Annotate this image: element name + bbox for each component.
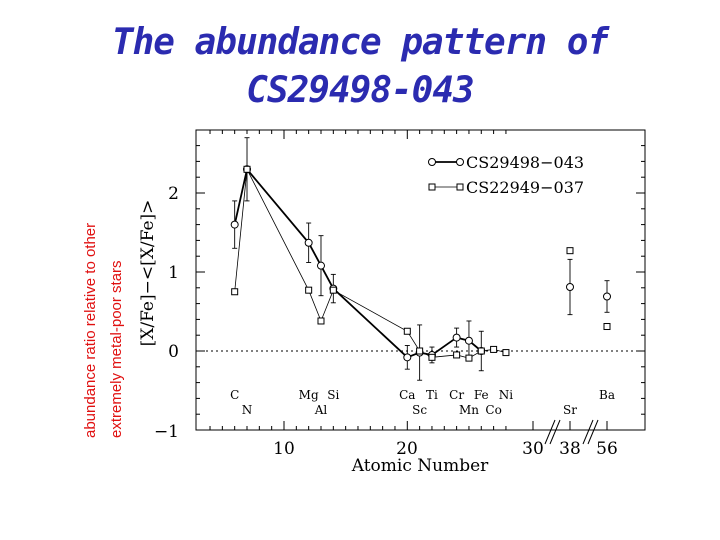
legend-marker-series-1 <box>428 158 436 166</box>
element-labels: C Mg Si Ca Ti Cr Fe Ni Ba N Al Sc Mn Co Sr <box>230 388 615 417</box>
data-point-circle <box>304 238 313 247</box>
axis-break-slash <box>544 419 556 445</box>
x-tick-label: 20 <box>396 439 418 459</box>
x-axis-break-marks <box>544 419 599 445</box>
data-point-square <box>490 345 498 353</box>
legend-label-series-2: CS22949−037 <box>466 178 584 197</box>
data-point-square <box>243 165 251 173</box>
element-label: Ni <box>499 388 514 402</box>
legend-marker-series-1b <box>456 158 464 166</box>
data-point-square <box>403 327 411 335</box>
data-point-square <box>465 354 473 362</box>
legend: CS29498−043 CS22949−037 <box>428 153 584 197</box>
element-label: Cr <box>449 388 464 402</box>
x-tick-label: 30 <box>522 439 544 459</box>
x-axis-label: Atomic Number <box>351 456 489 476</box>
page-title-line-1: The abundance pattern of <box>111 22 609 63</box>
data-point-square <box>428 353 436 361</box>
y-tick-label: 0 <box>168 342 179 362</box>
element-label: Ba <box>599 388 615 402</box>
data-point-square <box>566 247 574 255</box>
legend-marker-series-2b <box>456 183 464 191</box>
data-point-circle <box>452 333 461 342</box>
y-tick-label: −1 <box>154 422 179 442</box>
data-point-square <box>416 347 424 355</box>
element-label: Co <box>485 403 501 417</box>
element-label: Ti <box>426 388 438 402</box>
data-point-square <box>603 323 611 331</box>
x-tick-label: 10 <box>273 439 295 459</box>
data-point-square <box>477 347 485 355</box>
axis-break-slash <box>549 419 561 445</box>
data-point-square <box>305 286 313 294</box>
data-series <box>230 137 611 381</box>
y-tick-label: 2 <box>168 184 179 204</box>
page-title-line-2: CS29498-043 <box>246 70 474 111</box>
axis-break-slash <box>582 419 594 445</box>
element-label: Si <box>327 388 339 402</box>
series-line-2 <box>234 167 507 359</box>
data-point-circle <box>316 261 325 270</box>
element-label: C <box>230 388 239 402</box>
y-tick-label: 1 <box>168 263 179 283</box>
x-tick-label: 38 <box>559 439 581 459</box>
plot-frame <box>195 129 646 431</box>
data-point-circle <box>403 353 412 362</box>
data-point-circle <box>464 336 473 345</box>
data-point-square <box>231 288 239 296</box>
element-label: N <box>242 403 253 417</box>
element-label: Mn <box>459 403 479 417</box>
data-point-circle <box>603 292 611 301</box>
element-label: Ca <box>399 388 415 402</box>
data-point-circle <box>230 220 239 229</box>
legend-marker-series-2 <box>428 183 436 191</box>
element-label: Fe <box>474 388 489 402</box>
x-tick-label: 56 <box>596 439 618 459</box>
series-line-1 <box>233 167 482 359</box>
data-point-circle <box>566 283 574 292</box>
data-point-square <box>502 349 510 357</box>
element-label: Mg <box>299 388 319 402</box>
element-label: Sc <box>412 403 427 417</box>
axis-break-slash <box>587 419 599 445</box>
element-label: Sr <box>563 403 577 417</box>
legend-label-series-1: CS29498−043 <box>466 153 584 172</box>
data-point-square <box>317 317 325 325</box>
axis-ticks <box>196 130 645 431</box>
data-point-square <box>329 286 337 294</box>
element-label: Al <box>314 403 328 417</box>
y-axis-label: [X/Fe]−<[X/Fe]> <box>138 200 158 347</box>
data-point-square <box>453 351 461 359</box>
